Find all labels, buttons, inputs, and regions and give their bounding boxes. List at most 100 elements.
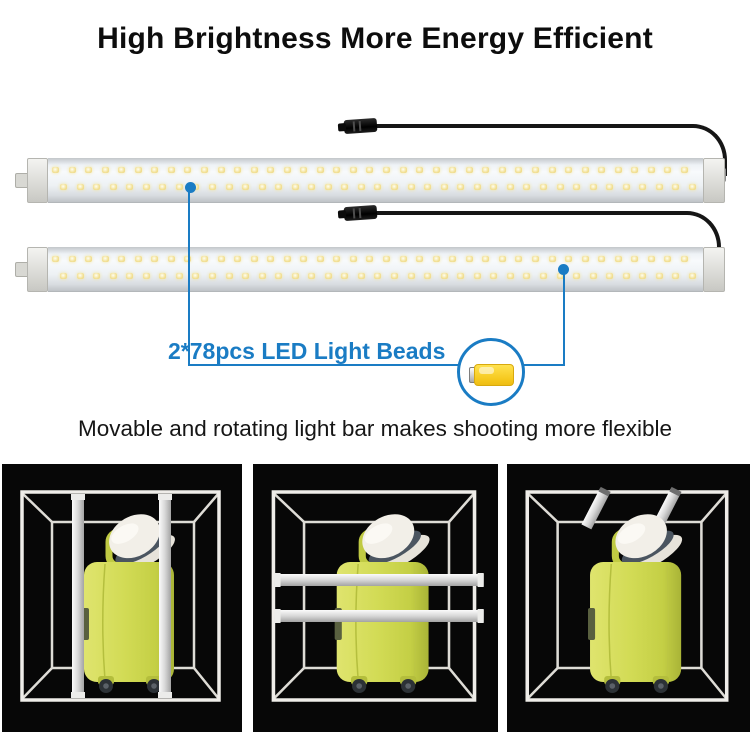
led-chip: [208, 184, 216, 190]
led-chip: [482, 167, 490, 173]
led-chip: [440, 273, 448, 279]
led-chip: [498, 167, 506, 173]
led-chip: [498, 256, 506, 262]
led-chip: [523, 184, 531, 190]
led-chip: [606, 184, 614, 190]
led-chip: [184, 167, 192, 173]
led-chip: [622, 184, 630, 190]
led-chip: [407, 273, 415, 279]
led-chip: [101, 167, 109, 173]
led-chip: [109, 273, 117, 279]
led-chip: [167, 167, 175, 173]
led-chip: [416, 167, 424, 173]
led-chip: [225, 184, 233, 190]
led-chip: [60, 184, 67, 190]
led-chip: [200, 256, 208, 262]
led-chip: [291, 273, 299, 279]
led-chip: [184, 256, 192, 262]
dc-connector-icon: [343, 117, 378, 135]
led-chip: [151, 167, 159, 173]
led-chip: [672, 273, 680, 279]
led-chip: [664, 256, 672, 262]
led-chip: [581, 256, 589, 262]
led-chip: [159, 184, 167, 190]
led-chip: [291, 184, 299, 190]
callout-anchor-dot: [185, 182, 196, 193]
led-chip: [655, 273, 663, 279]
led-chip: [85, 167, 93, 173]
led-chip: [639, 184, 647, 190]
led-chip: [134, 256, 142, 262]
led-chip: [134, 167, 142, 173]
led-chip: [151, 256, 159, 262]
led-chip: [349, 167, 357, 173]
led-chip: [556, 273, 564, 279]
led-chip: [399, 167, 407, 173]
led-chip: [118, 256, 126, 262]
led-chip: [208, 273, 216, 279]
led-light-bar-1: [15, 158, 725, 203]
led-chip: [52, 256, 59, 262]
led-chip: [473, 184, 481, 190]
end-cap-right: [703, 158, 725, 203]
led-chip: [126, 184, 134, 190]
suitcase-with-hat: [82, 514, 175, 693]
power-cable-1: [374, 124, 727, 176]
led-chip: [68, 167, 76, 173]
led-chip: [539, 273, 547, 279]
led-chip: [85, 256, 93, 262]
studio-photo-ceiling-bars: [507, 464, 750, 732]
led-chip: [655, 184, 663, 190]
led-strip: [48, 158, 703, 203]
led-chip: [391, 273, 398, 279]
led-bead-icon: [457, 338, 525, 406]
led-chip: [267, 167, 275, 173]
led-chip: [250, 167, 258, 173]
led-chip: [118, 167, 126, 173]
led-chip: [606, 273, 614, 279]
led-chip: [523, 273, 531, 279]
dc-connector-icon: [343, 204, 378, 222]
led-strip: [48, 247, 703, 292]
led-chip: [399, 256, 407, 262]
led-chip: [688, 184, 696, 190]
led-chip: [283, 256, 291, 262]
led-chip: [267, 256, 275, 262]
led-chip: [449, 167, 457, 173]
led-chip: [515, 256, 523, 262]
suitcase-with-hat: [334, 514, 430, 693]
led-chip: [539, 184, 547, 190]
led-chip: [242, 273, 250, 279]
led-chip: [614, 256, 622, 262]
led-chip: [258, 184, 266, 190]
studio-photo-vertical-bars: [2, 464, 242, 732]
led-chip: [531, 256, 539, 262]
studio-photo-horizontal-bars: [253, 464, 498, 732]
led-chip: [200, 167, 208, 173]
led-chip: [217, 256, 225, 262]
led-chip: [234, 167, 242, 173]
led-chip: [440, 184, 448, 190]
led-chip: [234, 256, 242, 262]
led-chip: [275, 184, 283, 190]
led-chip: [167, 256, 175, 262]
led-chip: [573, 184, 581, 190]
led-chip: [324, 184, 332, 190]
led-chip: [316, 256, 324, 262]
led-chip: [556, 184, 564, 190]
led-light-bar-2: [15, 247, 725, 292]
suitcase-with-hat: [588, 514, 683, 693]
led-chip: [457, 273, 465, 279]
led-chip: [316, 167, 324, 173]
led-chip: [531, 167, 539, 173]
led-chip: [357, 273, 365, 279]
led-chip: [672, 184, 680, 190]
led-chip: [589, 273, 597, 279]
led-chip: [357, 184, 365, 190]
led-chip: [308, 273, 316, 279]
led-chip: [449, 256, 457, 262]
led-chip: [142, 184, 150, 190]
power-cable-2: [374, 211, 721, 263]
led-chip: [258, 273, 266, 279]
led-chip: [60, 273, 67, 279]
